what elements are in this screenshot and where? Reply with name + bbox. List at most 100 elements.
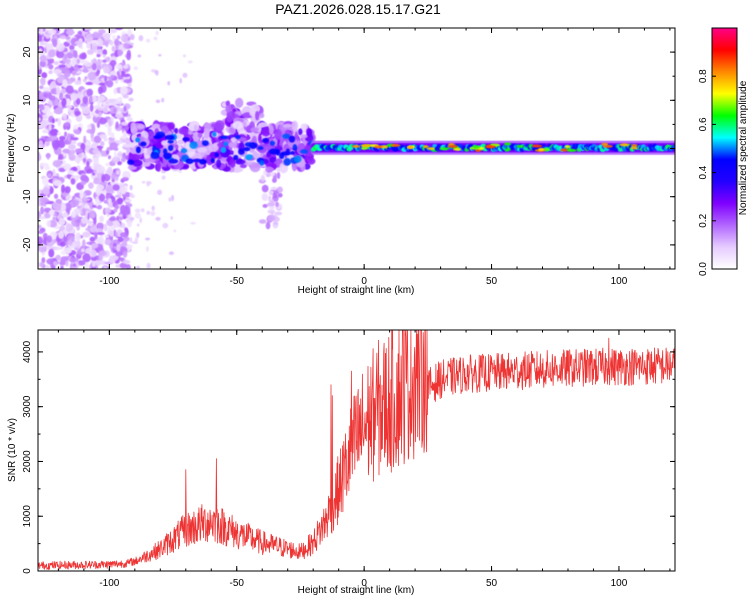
spectrogram-noise-cell [39, 54, 47, 63]
spectrogram-noise-cell [123, 42, 130, 49]
spectrogram-noise-cell [82, 231, 91, 238]
spectrogram-noise-cell [98, 193, 106, 202]
spectrogram-noise-cell [90, 225, 97, 233]
spectrogram-spur-cell [270, 187, 279, 191]
spectrogram-noise-cell [77, 153, 83, 159]
spectrogram-scatter-cell [233, 147, 239, 157]
spectrogram-noise-cell [75, 240, 81, 249]
spectrogram-noise-cell [103, 266, 108, 269]
spectrogram-noise-cell [52, 38, 58, 47]
spectrogram-noise-cell [113, 88, 118, 95]
spectrogram-noise-cell [93, 135, 102, 144]
spectrogram-noise-cell [97, 82, 106, 86]
spectrogram-noise-cell [110, 172, 116, 180]
spectrogram-ytick-label: -20 [22, 237, 33, 252]
spectrogram-noise-cell [39, 42, 48, 46]
spectrogram-noise-cell [91, 172, 96, 176]
spectrogram-noise-cell [91, 265, 97, 269]
spectrogram-noise-cell [40, 77, 46, 86]
snr-xtick-label: -100 [99, 578, 119, 589]
spectrogram-noise-cell [86, 43, 92, 49]
spectrogram-noise-cell [122, 130, 127, 138]
spectrogram-noise-cell [86, 168, 94, 174]
spectrogram-band-peak [484, 145, 496, 149]
spectrogram-band-peak [351, 144, 360, 148]
spectrogram-noise-cell [117, 161, 123, 166]
spectrogram-noise-cell [124, 227, 128, 232]
spectrogram-noise-cell [102, 32, 111, 41]
spectrogram-scatter-peak [289, 150, 295, 155]
spectrogram-scatter-cell [269, 156, 277, 163]
spectrogram-scatter-cell [193, 124, 198, 132]
spectrogram-scatter-peak [233, 154, 239, 161]
spectrogram-scatter-cell [274, 129, 282, 140]
spectrogram-scatter-peak [243, 146, 251, 152]
spectrogram-noise-cell [53, 61, 59, 66]
spectrogram-band-peak [472, 145, 480, 149]
spectrogram-noise-cell [126, 117, 133, 122]
spectrogram-noise-cell [71, 210, 77, 218]
spectrogram-noise-cell [67, 144, 77, 150]
spectrogram-noise-cell [75, 232, 82, 242]
spectrogram-spur-cell [266, 221, 270, 230]
spectrogram-noise-cell [97, 165, 106, 174]
spectrogram-scatter-peak [135, 146, 141, 154]
spectrogram-noise-cell [124, 199, 132, 203]
spectrogram-scatter-peak [127, 159, 135, 165]
spectrogram-noise-cell [119, 232, 129, 238]
spectrogram-noise-cell [70, 92, 78, 101]
spectrogram-noise-cell [41, 72, 48, 79]
spectrogram-noise-cell [42, 186, 50, 196]
spectrogram-noise-cell [141, 180, 146, 184]
spectrogram-noise-cell [87, 124, 91, 130]
spectrogram-scatter-peak [220, 146, 227, 153]
spectrogram-noise-cell [38, 152, 41, 161]
spectrogram-spur-cell [269, 199, 275, 207]
spectrogram-noise-cell [123, 106, 127, 112]
spectrogram-noise-cell [93, 217, 97, 225]
spectrogram-noise-cell [82, 253, 92, 263]
spectrogram-ylabel: Frequency (Hz) [6, 114, 17, 183]
spectrogram-noise-cell [96, 65, 103, 71]
spectrogram-noise-cell [117, 49, 123, 57]
spectrogram-noise-cell [92, 260, 96, 268]
spectrogram-noise-cell [65, 260, 69, 267]
spectrogram-noise-cell [58, 92, 64, 101]
spectrogram-scatter-peak [214, 152, 220, 158]
spectrogram-noise-cell [77, 260, 86, 266]
snr-series-line [38, 330, 675, 570]
spectrogram-noise-cell [144, 237, 151, 241]
spectrogram-scatter-peak [283, 158, 292, 166]
spectrogram-noise-cell [71, 242, 77, 249]
spectrogram-noise-cell [140, 208, 145, 213]
spectrogram-band-peak [360, 146, 368, 150]
spectrogram-scatter-cell [268, 125, 274, 136]
spectrogram-scatter-peak [259, 160, 265, 166]
spectrogram-noise-cell [44, 264, 50, 269]
spectrogram-noise-cell [117, 237, 124, 243]
spectrogram-noise-cell [120, 121, 128, 126]
spectrogram-noise-cell [110, 74, 115, 79]
spectrogram-noise-cell [178, 169, 183, 174]
spectrogram-noise-cell [44, 165, 51, 170]
spectrogram-noise-cell [126, 52, 131, 61]
spectrogram-noise-cell [91, 63, 97, 71]
spectrogram-noise-cell [182, 54, 187, 58]
spectrogram-noise-cell [62, 211, 69, 218]
spectrogram-scatter-cell [140, 161, 151, 167]
spectrogram-noise-cell [39, 60, 46, 68]
colorbar-tick-label: 0.2 [698, 213, 709, 227]
spectrogram-noise-cell [130, 42, 134, 46]
spectrogram-noise-cell [122, 94, 129, 99]
spectrogram-noise-cell [122, 239, 127, 248]
spectrogram-noise-cell [115, 204, 119, 210]
spectrogram-noise-cell [97, 95, 106, 102]
spectrogram-noise-cell [170, 216, 174, 220]
spectrogram-noise-cell [56, 38, 61, 48]
spectrogram-noise-cell [129, 237, 133, 243]
spectrogram-noise-cell [52, 260, 58, 266]
spectrogram-noise-cell [168, 197, 172, 202]
spectrogram-band-peak [390, 143, 401, 147]
spectrogram-noise-cell [102, 59, 107, 63]
